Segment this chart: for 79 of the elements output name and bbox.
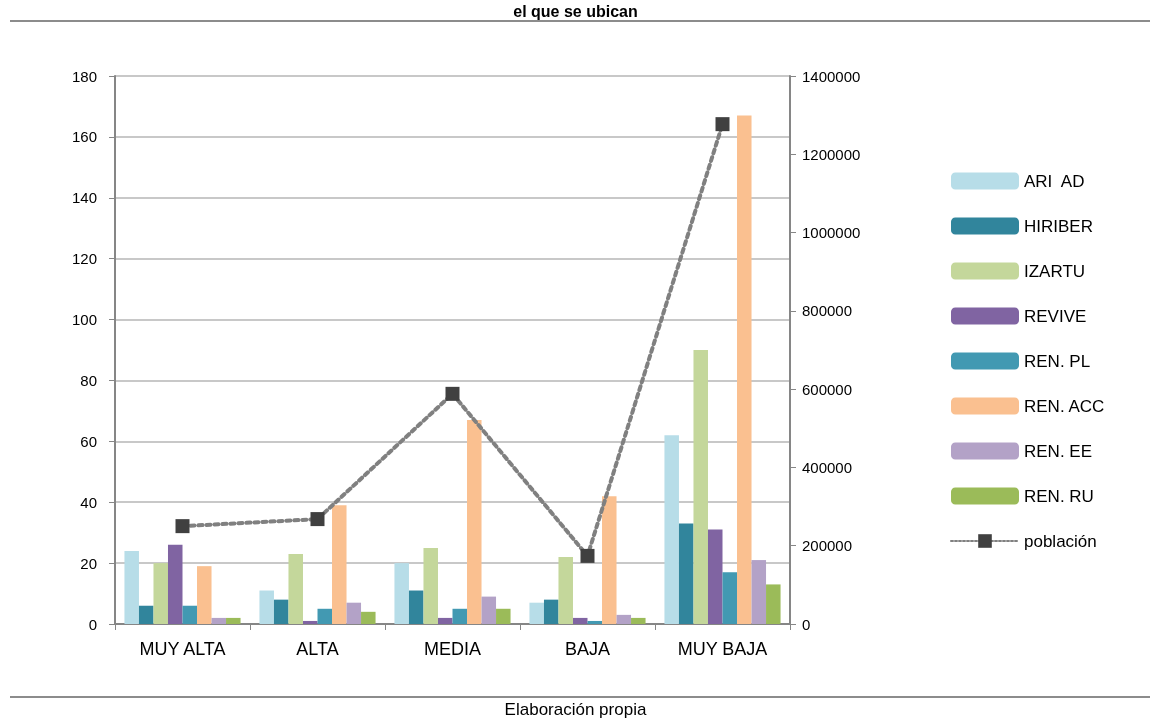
y2-tick-label: 400000 — [802, 458, 853, 476]
bar — [408, 590, 424, 624]
y-tick-label: 180 — [71, 67, 97, 85]
bar — [302, 620, 318, 624]
bar — [437, 617, 453, 624]
legend-label: IZARTU — [1024, 261, 1086, 281]
bar — [182, 605, 198, 624]
bar — [394, 563, 409, 624]
legend-label: REN. RU — [1024, 486, 1094, 506]
bar — [543, 599, 559, 624]
legend-label: REN. EE — [1024, 441, 1093, 461]
point — [715, 117, 730, 132]
y2-tick-label: 800000 — [802, 302, 853, 320]
bar — [226, 617, 241, 624]
x-tick-label: ALTA — [296, 639, 339, 659]
bar — [737, 115, 752, 624]
y-tick-label: 120 — [71, 250, 97, 268]
bar — [153, 563, 168, 624]
legend-label: HIRIBER — [1024, 216, 1093, 236]
bar — [467, 420, 482, 624]
y-tick-label: 160 — [71, 128, 97, 146]
bar — [197, 566, 212, 624]
bar — [259, 590, 274, 624]
legend-label: REVIVE — [1024, 306, 1087, 326]
bar — [751, 560, 767, 624]
bar — [167, 544, 183, 624]
legend-label: REN. ACC — [1024, 396, 1105, 416]
bar — [481, 596, 497, 624]
bar — [572, 617, 588, 624]
x-tick-label: MUY ALTA — [139, 639, 226, 659]
y2-tick-label: 0 — [802, 615, 811, 633]
bar — [693, 350, 708, 624]
bar — [317, 608, 333, 624]
bar — [722, 572, 738, 624]
y-tick-label: 40 — [80, 493, 97, 511]
point — [445, 386, 460, 401]
bar — [616, 614, 632, 624]
bar — [361, 611, 376, 624]
bar — [124, 550, 139, 624]
y-tick-label: 60 — [80, 432, 97, 450]
bar — [288, 553, 303, 624]
bar — [138, 605, 154, 624]
bar — [529, 602, 544, 624]
y2-tick-label: 200000 — [802, 537, 853, 555]
x-tick-label: MEDIA — [423, 639, 482, 659]
bar — [346, 602, 362, 624]
y-tick-label: 80 — [80, 371, 97, 389]
y-tick-label: 100 — [71, 311, 97, 329]
bar — [678, 523, 694, 624]
y2-tick-label: 600000 — [802, 380, 853, 398]
y-tick-label: 140 — [71, 189, 97, 207]
legend-label: población — [1024, 531, 1097, 551]
point — [580, 548, 595, 563]
y-tick-label: 0 — [88, 615, 97, 633]
point — [175, 519, 190, 534]
y2-tick-label: 1200000 — [802, 145, 861, 163]
bar — [558, 557, 573, 624]
y2-tick-label: 1000000 — [802, 224, 861, 242]
x-tick-label: BAJA — [564, 639, 611, 659]
bar — [766, 584, 781, 624]
legend-label: REN. PL — [1024, 351, 1091, 371]
chart-title: el que se ubican — [513, 2, 638, 20]
text: Elaboración propia — [503, 700, 648, 720]
bar — [211, 617, 227, 624]
bar — [452, 608, 468, 624]
bar — [332, 505, 347, 624]
bar — [631, 617, 646, 624]
legend-label: ARI AD — [1024, 171, 1085, 191]
bar — [423, 547, 438, 624]
bar — [496, 608, 511, 624]
bar — [602, 496, 617, 624]
x-tick-label: MUY BAJA — [677, 639, 768, 659]
y-tick-label: 20 — [80, 554, 97, 572]
bar — [664, 435, 679, 624]
bar — [587, 620, 603, 624]
bar — [273, 599, 289, 624]
point — [310, 512, 325, 527]
bar — [707, 529, 723, 624]
y2-tick-label: 1400000 — [802, 67, 861, 85]
